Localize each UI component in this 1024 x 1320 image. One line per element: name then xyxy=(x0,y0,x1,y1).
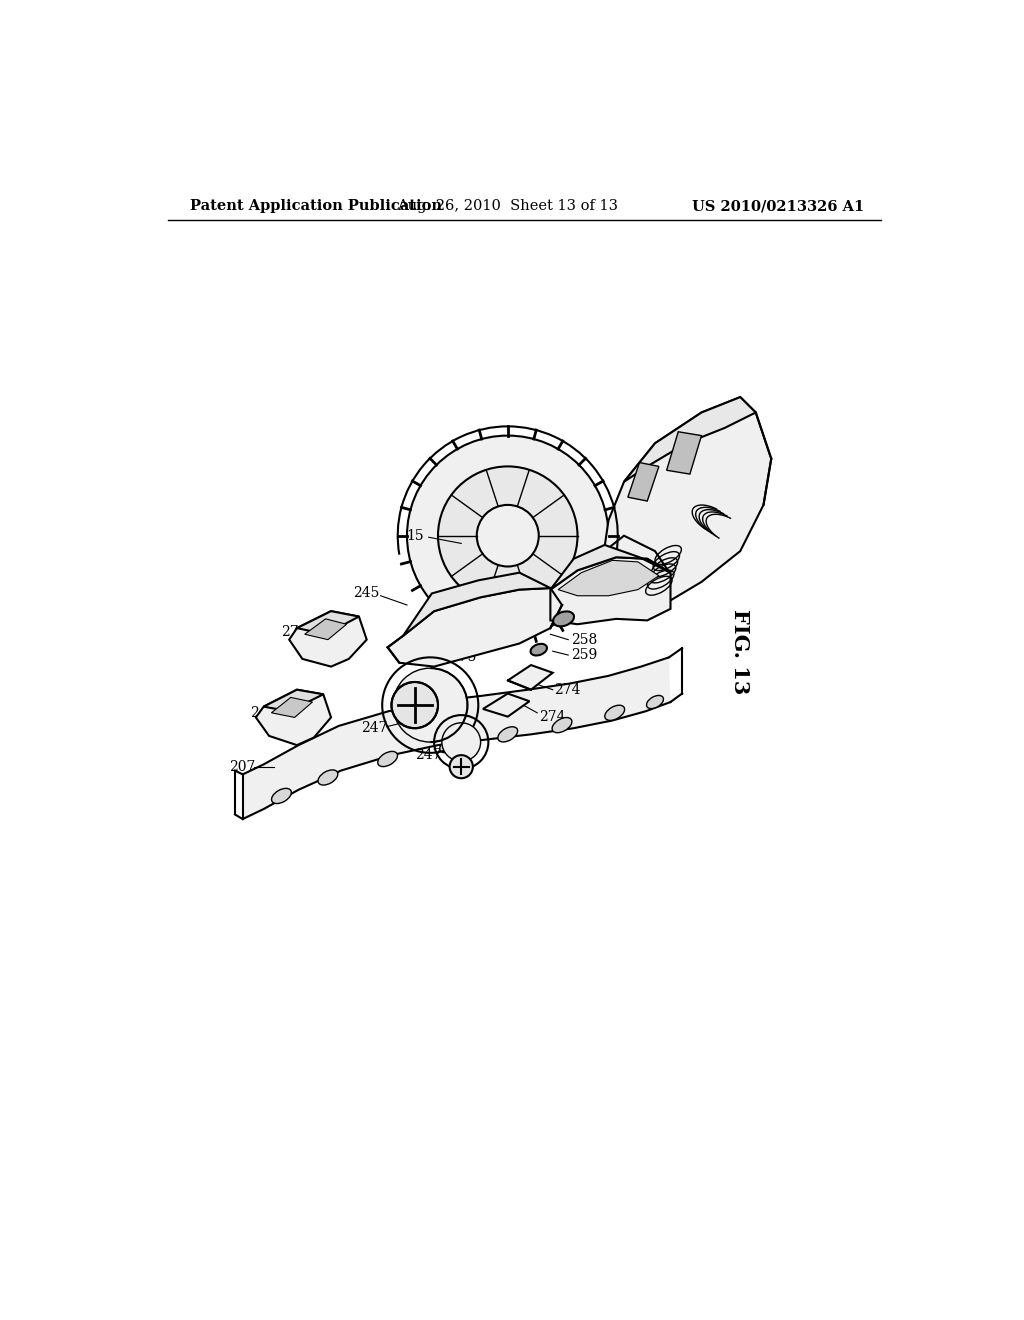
Polygon shape xyxy=(558,560,658,595)
Text: 259: 259 xyxy=(571,648,598,663)
Polygon shape xyxy=(256,689,331,744)
Ellipse shape xyxy=(530,644,547,656)
Polygon shape xyxy=(667,432,701,474)
Ellipse shape xyxy=(271,788,292,804)
Polygon shape xyxy=(483,693,529,717)
Polygon shape xyxy=(602,397,771,612)
Text: 274: 274 xyxy=(539,710,565,723)
Text: Patent Application Publication: Patent Application Publication xyxy=(190,199,442,213)
Text: 15: 15 xyxy=(406,529,424,543)
Text: 245: 245 xyxy=(251,706,276,719)
Polygon shape xyxy=(403,573,550,636)
Polygon shape xyxy=(271,697,312,718)
Polygon shape xyxy=(243,657,671,818)
Ellipse shape xyxy=(318,770,338,785)
Polygon shape xyxy=(550,557,671,624)
Text: Aug. 26, 2010  Sheet 13 of 13: Aug. 26, 2010 Sheet 13 of 13 xyxy=(397,199,618,213)
Text: US 2010/0213326 A1: US 2010/0213326 A1 xyxy=(692,199,864,213)
Ellipse shape xyxy=(646,696,664,709)
Text: 247: 247 xyxy=(416,748,442,762)
Polygon shape xyxy=(550,545,671,590)
Ellipse shape xyxy=(439,738,460,752)
Polygon shape xyxy=(508,665,553,689)
Circle shape xyxy=(393,668,467,742)
Ellipse shape xyxy=(605,705,625,721)
Circle shape xyxy=(438,466,578,605)
Polygon shape xyxy=(602,536,671,612)
Polygon shape xyxy=(388,589,562,667)
Circle shape xyxy=(477,506,539,566)
Text: 207: 207 xyxy=(229,760,256,774)
Circle shape xyxy=(450,755,473,779)
Ellipse shape xyxy=(498,727,518,742)
Text: 273: 273 xyxy=(282,624,308,639)
Text: 247: 247 xyxy=(361,721,388,735)
Ellipse shape xyxy=(552,718,571,733)
Circle shape xyxy=(442,723,480,762)
Polygon shape xyxy=(628,462,658,502)
Text: 275: 275 xyxy=(450,651,476,664)
Text: 258: 258 xyxy=(571,632,598,647)
Polygon shape xyxy=(297,611,359,635)
Circle shape xyxy=(407,436,608,636)
Polygon shape xyxy=(289,611,367,667)
Circle shape xyxy=(391,682,438,729)
Polygon shape xyxy=(263,689,324,711)
Ellipse shape xyxy=(378,751,397,767)
Text: 274: 274 xyxy=(554,682,581,697)
Ellipse shape xyxy=(553,611,574,627)
Text: 245: 245 xyxy=(353,586,380,601)
Polygon shape xyxy=(624,397,756,482)
Text: FIG. 13: FIG. 13 xyxy=(730,609,751,694)
Polygon shape xyxy=(305,619,346,640)
